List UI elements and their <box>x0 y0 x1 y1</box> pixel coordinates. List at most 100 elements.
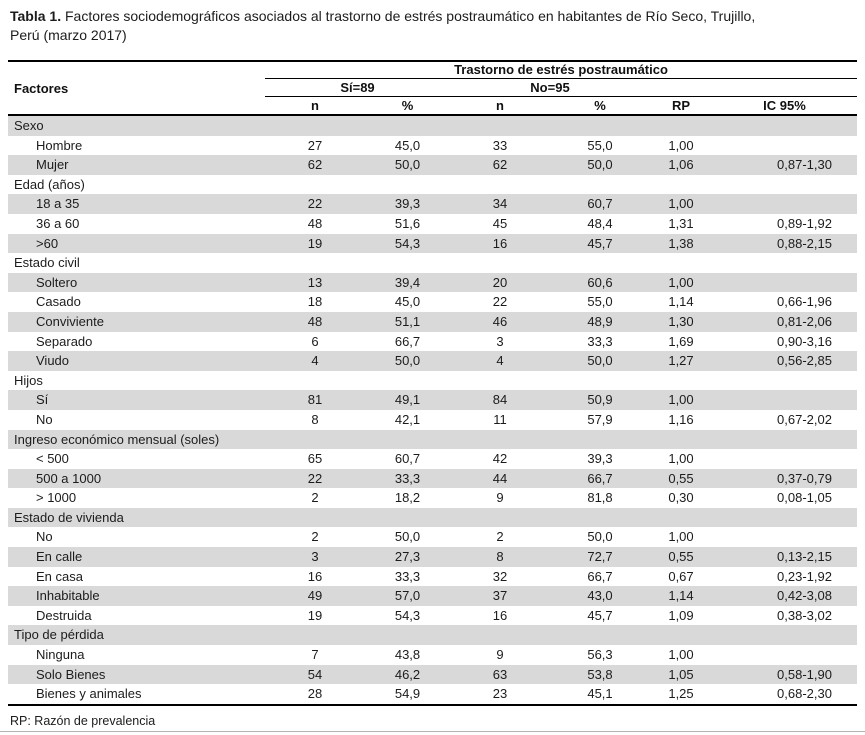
row-label: < 500 <box>36 451 69 467</box>
row-label: Bienes y animales <box>8 684 265 706</box>
table-row: Soltero 13 39,4 20 60,6 1,00 <box>8 272 857 293</box>
table-row: Bienes y animales 28 54,9 23 45,1 1,25 0,68-2,… <box>8 684 857 706</box>
cell-n-si: 7 <box>311 647 319 663</box>
cell-n-no: 9 <box>496 490 504 506</box>
row-label: Inhabitable <box>36 588 100 604</box>
cell-pct-si: 50,0 <box>394 529 421 545</box>
column-subheader-spacer <box>650 78 857 97</box>
cell-pct-si: 50,0 <box>394 157 421 173</box>
cell-pct-no: 45,1 <box>550 684 650 706</box>
cell-pct-si: 66,7 <box>394 333 421 349</box>
cell-n-si: 2 <box>311 529 319 545</box>
cell-pct-no: 39,3 <box>587 451 613 467</box>
cell-pct-no: 45,7 <box>587 607 613 623</box>
column-header-n-no: n <box>450 96 550 116</box>
cell-rp: 1,30 <box>668 313 694 329</box>
cell-rp: 0,67 <box>668 568 694 584</box>
section-label: Hijos <box>14 372 43 388</box>
table-row: 18 a 35 22 39,3 34 60,7 1,00 <box>8 194 857 214</box>
section-label: Sexo <box>14 118 44 133</box>
cell-ic <box>712 136 857 156</box>
cell-pct-no: 48,4 <box>587 215 613 231</box>
table-row: Destruida 19 54,3 16 45,7 1,09 0,38-3,02 <box>8 606 857 626</box>
cell-n-si: 4 <box>311 353 319 369</box>
cell-n-si: 81 <box>307 392 323 408</box>
cell-ic: 0,23-1,92 <box>777 568 832 584</box>
cell-ic: 0,68-2,30 <box>712 684 857 706</box>
row-label: Ninguna <box>36 647 85 663</box>
row-label: >60 <box>36 235 59 251</box>
table-body: Sexo Hombre 27 45,0 33 55,0 1,00 Mujer 62 50,0 62 5… <box>8 115 857 706</box>
cell-pct-si: 51,1 <box>394 313 421 329</box>
cell-ic: 0,56-2,85 <box>777 353 832 369</box>
cell-n-si: 13 <box>307 274 323 290</box>
table-row: 500 a 1000 22 33,3 44 66,7 0,55 0,37-0,79 <box>8 468 857 489</box>
cell-rp: 1,06 <box>668 157 694 173</box>
cell-pct-si: 33,3 <box>394 470 421 486</box>
cell-rp: 0,55 <box>668 549 694 565</box>
cell-n-no: 9 <box>496 647 504 663</box>
cell-n-si: 18 <box>307 294 323 310</box>
cell-rp: 1,14 <box>668 588 694 604</box>
row-label: Sí <box>36 392 49 408</box>
cell-pct-no: 43,0 <box>587 588 613 604</box>
column-subheader-si: Sí=89 <box>265 78 450 97</box>
column-subheader-no: No=95 <box>450 78 650 97</box>
table-row: Ninguna 7 43,8 9 56,3 1,00 <box>8 645 857 665</box>
table-row: 36 a 60 48 51,6 45 48,4 1,31 0,89-1,92 <box>8 214 857 234</box>
cell-n-no: 46 <box>492 313 508 329</box>
cell-n-no: 33 <box>492 137 508 153</box>
cell-ic: 0,08-1,05 <box>777 490 832 506</box>
cell-pct-no: 72,7 <box>587 549 613 565</box>
cell-rp: 1,27 <box>668 353 694 369</box>
cell-n-no: 22 <box>492 294 508 310</box>
column-header-n-si: n <box>265 96 365 116</box>
cell-n-no: 3 <box>496 333 504 349</box>
cell-ic: 0,67-2,02 <box>777 411 832 427</box>
cell-pct-no: 60,6 <box>587 274 613 290</box>
cell-n-si: 27 <box>307 137 323 153</box>
row-label: Separado <box>36 333 93 349</box>
table-caption: Tabla 1. Factores sociodemográficos asoc… <box>0 0 865 45</box>
header-row-subgroups: Sí=89 No=95 <box>8 78 857 97</box>
cell-n-no: 84 <box>492 392 508 408</box>
cell-n-no: 11 <box>493 411 507 427</box>
section-header-row: Tipo de pérdida <box>8 625 857 646</box>
cell-rp: 1,00 <box>668 196 694 212</box>
column-group-header: Trastorno de estrés postraumático <box>265 61 857 79</box>
section-header-row: Edad (años) <box>8 175 857 195</box>
cell-rp: 1,09 <box>668 607 694 623</box>
cell-ic: 0,66-1,96 <box>777 294 832 310</box>
cell-pct-si: 46,2 <box>394 666 421 682</box>
row-label: Hombre <box>36 137 83 153</box>
cell-pct-no: 33,3 <box>587 333 613 349</box>
row-label: Destruida <box>36 607 92 623</box>
cell-n-no: 16 <box>492 235 508 251</box>
row-label: En calle <box>36 549 83 565</box>
cell-ic: 0,87-1,30 <box>777 157 832 173</box>
cell-n-si: 22 <box>307 196 323 212</box>
table-row: Mujer 62 50,0 62 50,0 1,06 0,87-1,30 <box>8 155 857 175</box>
cell-pct-si: 33,3 <box>394 568 421 584</box>
cell-n-no: 23 <box>450 684 550 706</box>
section-header-row: Hijos <box>8 371 857 391</box>
table-row: Casado 18 45,0 22 55,0 1,14 0,66-1,96 <box>8 292 857 312</box>
cell-ic <box>712 449 857 469</box>
section-label: Estado civil <box>14 255 80 271</box>
page-bottom-divider <box>0 731 865 732</box>
cell-n-si: 8 <box>311 411 319 427</box>
table-row: Solo Bienes 54 46,2 63 53,8 1,05 0,58-1,90 <box>8 664 857 685</box>
column-header-factores: Factores <box>8 61 265 116</box>
cell-n-no: 32 <box>492 568 508 584</box>
cell-rp: 1,00 <box>668 392 694 408</box>
cell-pct-si: 18,2 <box>394 490 421 506</box>
column-header-rp: RP <box>650 96 712 116</box>
cell-n-no: 62 <box>492 157 508 173</box>
cell-pct-si: 39,3 <box>394 196 421 212</box>
row-label: No <box>36 411 53 427</box>
cell-pct-no: 53,8 <box>587 666 613 682</box>
cell-pct-si: 51,6 <box>394 215 421 231</box>
cell-rp: 1,00 <box>668 451 694 467</box>
section-label: Edad (años) <box>14 176 85 192</box>
